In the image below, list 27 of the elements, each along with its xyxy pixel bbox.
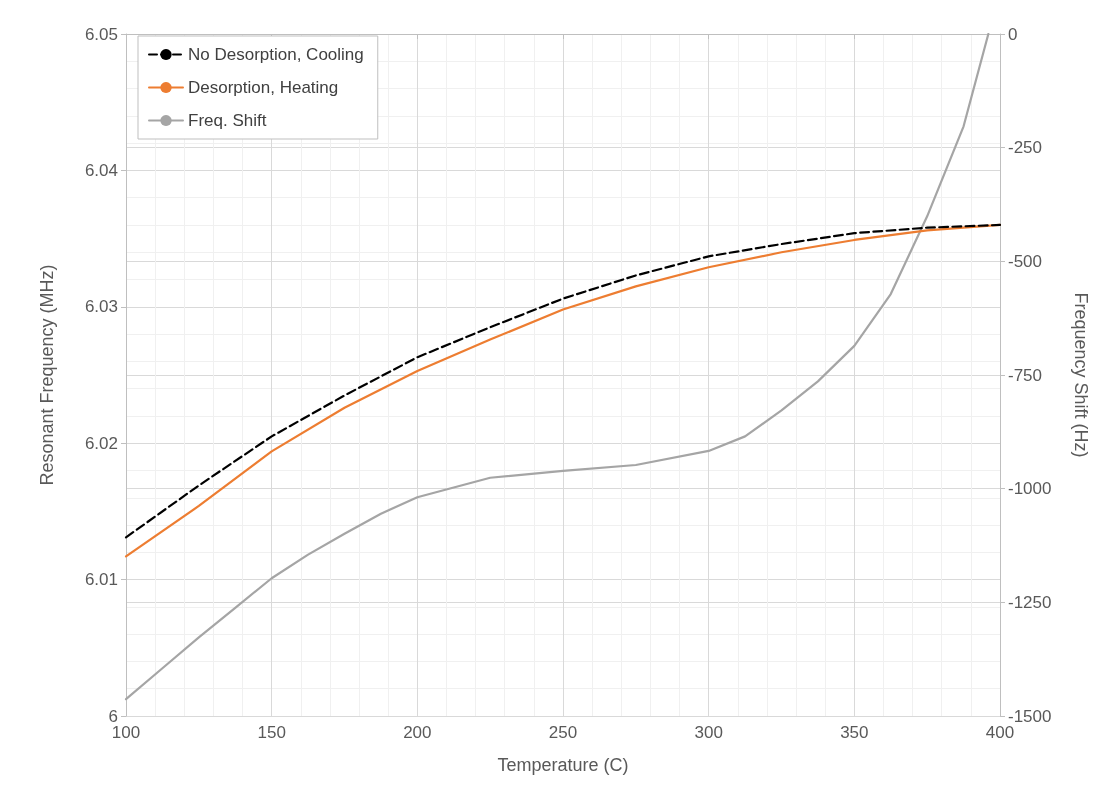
y2-tick-label: -750 [1008,365,1043,385]
y-tick-label: 6.02 [84,433,118,453]
x-tick-label: 300 [694,723,723,742]
x-tick-label: 150 [257,723,286,742]
y-tick-label: 6.01 [84,570,118,590]
y2-tick-label: 0 [1008,24,1018,44]
x-tick-label: 100 [111,723,141,742]
x-tick-label: 200 [403,723,432,742]
y-tick-label: 6.03 [84,297,118,317]
line-series [124,32,990,701]
x-tick-label: 400 [985,723,1015,742]
x-tick-label: 350 [840,723,869,742]
y-axis-title: Resonant Frequency (MHz) [37,264,57,486]
y-tick-label: 6.04 [84,160,118,180]
y2-tick-label: -250 [1008,138,1043,158]
y-tick-label: 6 [108,706,118,726]
y2-tick-label: -1250 [1008,592,1052,612]
y2-axis-title: Frequency Shift (Hz) [1071,292,1091,458]
y2-tick-label: -500 [1008,251,1043,271]
y2-tick-label: -1500 [1008,706,1052,726]
y-tick-label: 6.05 [84,24,118,44]
y2-tick-label: -1000 [1008,479,1052,499]
x-tick-label: 250 [548,723,578,742]
legend-label: Desorption, Heating [188,78,339,97]
x-axis-title: Temperature (C) [497,755,629,775]
legend-label: Freq. Shift [188,111,267,130]
legend-label: No Desorption, Cooling [188,45,364,64]
